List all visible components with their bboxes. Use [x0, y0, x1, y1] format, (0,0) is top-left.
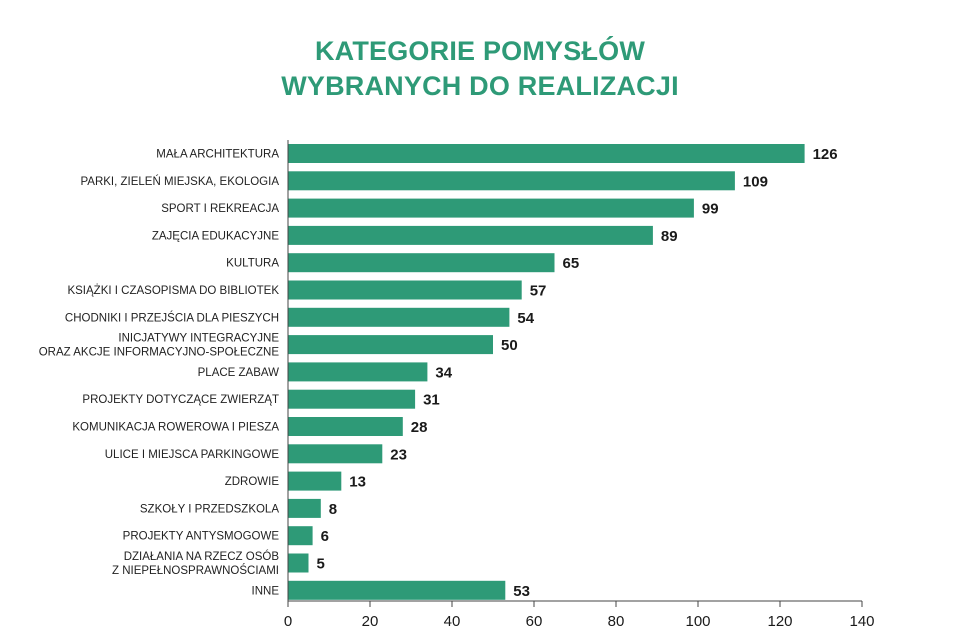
x-tick-label: 80 [608, 613, 625, 630]
bar [288, 498, 321, 518]
category-label-line: ZDROWIE [225, 476, 280, 488]
category-label: KOMUNIKACJA ROWEROWA I PIESZA [72, 422, 279, 434]
bar [288, 307, 510, 327]
chart-title-line-1: KATEGORIE POMYSŁÓW [314, 36, 646, 66]
category-label-line: DZIAŁANIA NA RZECZ OSÓB [124, 550, 280, 563]
data-label: 6 [321, 528, 329, 545]
bar [288, 417, 403, 436]
data-label: 57 [530, 283, 547, 300]
category-label-line: CHODNIKI I PRZEJŚCIA DLA PIESZYCH [65, 311, 279, 324]
bar [288, 389, 416, 409]
bar [288, 444, 383, 464]
category-label: DZIAŁANIA NA RZECZ OSÓB Z NIEPEŁNOSPRAWNO… [112, 550, 279, 577]
data-label: 109 [743, 173, 768, 190]
bar [288, 225, 653, 245]
category-label: PLACE ZABAW [198, 367, 280, 379]
x-tick-label: 40 [444, 613, 461, 630]
data-label: 89 [661, 228, 678, 245]
bar [288, 280, 522, 300]
x-tick-label: 60 [526, 613, 543, 630]
bar [288, 471, 342, 491]
data-label: 13 [349, 474, 366, 491]
category-label: SZKOŁY I PRZEDSZKOLA [140, 503, 279, 515]
category-label-line: PLACE ZABAW [198, 367, 280, 379]
category-label: MAŁA ARCHITEKTURA [156, 149, 279, 161]
category-label-line: ORAZ AKCJE INFORMACYJNO-SPOŁECZNE [39, 347, 280, 359]
data-label: 8 [329, 501, 337, 518]
bar [288, 362, 428, 382]
category-label-line: PROJEKTY DOTYCZĄCE ZWIERZĄT [82, 394, 279, 406]
chart-title: KATEGORIE POMYSŁÓW WYBRANYCH DO REALIZAC… [0, 34, 960, 104]
bar [288, 198, 694, 218]
category-label-line: SZKOŁY I PRZEDSZKOLA [140, 503, 279, 515]
category-label-line: Z NIEPEŁNOSPRAWNOŚCIAMI [112, 564, 279, 577]
category-label-line: MAŁA ARCHITEKTURA [156, 149, 279, 161]
data-label: 23 [390, 446, 407, 463]
data-label: 54 [517, 310, 534, 327]
x-tick-label: 20 [362, 613, 379, 630]
data-label: 53 [513, 583, 530, 600]
category-label: PROJEKTY ANTYSMOGOWE [123, 531, 280, 543]
bar [288, 335, 493, 355]
data-label: 65 [563, 255, 580, 272]
category-label: KULTURA [226, 258, 279, 270]
category-label-line: KOMUNIKACJA ROWEROWA I PIESZA [72, 422, 279, 434]
category-label: ULICE I MIEJSCA PARKINGOWE [105, 449, 280, 461]
category-label: INICJATYWY INTEGRACYJNE ORAZ AKCJE INFORM… [39, 333, 280, 359]
data-label: 5 [317, 556, 325, 573]
bar [288, 553, 309, 573]
data-label: 28 [411, 419, 428, 436]
data-label: 126 [813, 146, 838, 163]
x-tick-label: 120 [767, 613, 792, 630]
category-label: SPORT I REKREACJA [161, 203, 279, 215]
category-label: KSIĄŻKI I CZASOPISMA DO BIBLIOTEK [67, 284, 279, 297]
chart-title-line-2: WYBRANYCH DO REALIZACJI [281, 71, 679, 101]
data-label: 50 [501, 337, 518, 354]
bar [288, 144, 805, 163]
data-label: 99 [702, 201, 719, 218]
x-tick-label: 140 [849, 613, 874, 630]
bar [288, 580, 506, 600]
category-label-line: KULTURA [226, 258, 279, 270]
bar [288, 253, 555, 273]
data-label: 31 [423, 392, 440, 409]
category-label-line: ULICE I MIEJSCA PARKINGOWE [105, 449, 280, 461]
category-label-line: ZAJĘCIA EDUKACYJNE [152, 230, 279, 242]
category-label: INNE [252, 585, 280, 597]
bar [288, 526, 313, 546]
category-label: ZDROWIE [225, 476, 280, 488]
category-label-line: KSIĄŻKI I CZASOPISMA DO BIBLIOTEK [67, 284, 279, 297]
category-label-line: PARKI, ZIELEŃ MIEJSKA, EKOLOGIA [80, 175, 279, 188]
category-label: PARKI, ZIELEŃ MIEJSKA, EKOLOGIA [80, 175, 279, 188]
bar [288, 171, 735, 191]
category-label-line: PROJEKTY ANTYSMOGOWE [123, 531, 280, 543]
category-label: CHODNIKI I PRZEJŚCIA DLA PIESZYCH [65, 311, 279, 324]
category-label-line: INNE [252, 585, 280, 597]
category-label: ZAJĘCIA EDUKACYJNE [152, 230, 279, 242]
category-label-line: INICJATYWY INTEGRACYJNE [118, 333, 279, 345]
category-label-line: SPORT I REKREACJA [161, 203, 279, 215]
data-label: 34 [435, 364, 452, 381]
category-label: PROJEKTY DOTYCZĄCE ZWIERZĄT [82, 394, 279, 406]
x-tick-label: 100 [685, 613, 710, 630]
x-tick-label: 0 [284, 613, 292, 630]
